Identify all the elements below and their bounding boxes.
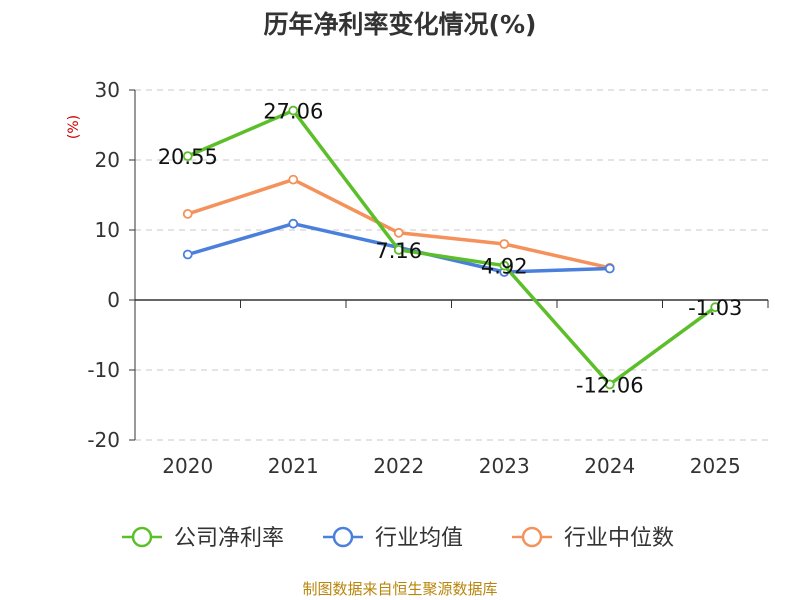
series-marker — [393, 227, 404, 238]
chart-title: 历年净利率变化情况(%) — [264, 10, 537, 39]
series-marker — [182, 208, 193, 219]
legend-swatch-marker — [332, 526, 354, 548]
series-marker — [604, 263, 615, 274]
legend-label: 行业均值 — [375, 526, 463, 551]
series-marker — [182, 151, 193, 162]
x-tick-label: 2023 — [479, 454, 530, 478]
data-label: 4.92 — [481, 255, 528, 279]
series-lines — [182, 105, 721, 390]
data-label: -12.06 — [576, 373, 644, 397]
series-marker — [499, 239, 510, 249]
y-tick-label: -20 — [87, 428, 120, 452]
series-line — [186, 108, 717, 387]
data-label: 20.55 — [158, 145, 218, 169]
y-tick-label: 10 — [95, 218, 120, 242]
x-tick-label: 2024 — [584, 454, 635, 478]
data-label: 27.06 — [263, 100, 323, 124]
data-labels: 20.55 27.06 7.16 4.92 -12.06 -1.03 — [158, 100, 743, 398]
series-marker — [604, 379, 615, 390]
series-marker — [710, 302, 721, 313]
data-label: -1.03 — [688, 296, 742, 320]
x-tick-label: 2021 — [268, 454, 319, 478]
source-note: 制图数据来自恒生聚源数据库 — [302, 580, 497, 598]
legend-label: 行业中位数 — [564, 526, 674, 551]
series-marker — [393, 244, 404, 255]
data-label: 7.16 — [375, 239, 422, 263]
series-marker — [288, 105, 299, 116]
gridlines — [135, 89, 768, 441]
legend: 公司净利率 行业均值 行业中位数 — [122, 526, 674, 551]
y-tick-label: 20 — [95, 148, 120, 172]
series-marker — [288, 218, 299, 229]
series-marker — [182, 249, 193, 260]
y-tick-label: 0 — [107, 288, 120, 312]
y-tick-label: 30 — [95, 78, 120, 102]
legend-swatch-marker — [131, 526, 153, 548]
x-tick-label: 2025 — [690, 454, 741, 478]
y-axis-label: (%) — [66, 115, 82, 139]
y-tick-label: -10 — [87, 358, 120, 382]
legend-label: 公司净利率 — [174, 526, 284, 551]
legend-swatch-marker — [521, 526, 543, 548]
x-tick-label: 2020 — [162, 454, 213, 478]
x-tick-label: 2022 — [373, 454, 424, 478]
series-marker — [288, 174, 299, 185]
axes: 30 20 10 0 -10 -20 2020 2021 2022 2023 2024 2025 — [87, 78, 769, 478]
series-marker — [499, 260, 510, 271]
